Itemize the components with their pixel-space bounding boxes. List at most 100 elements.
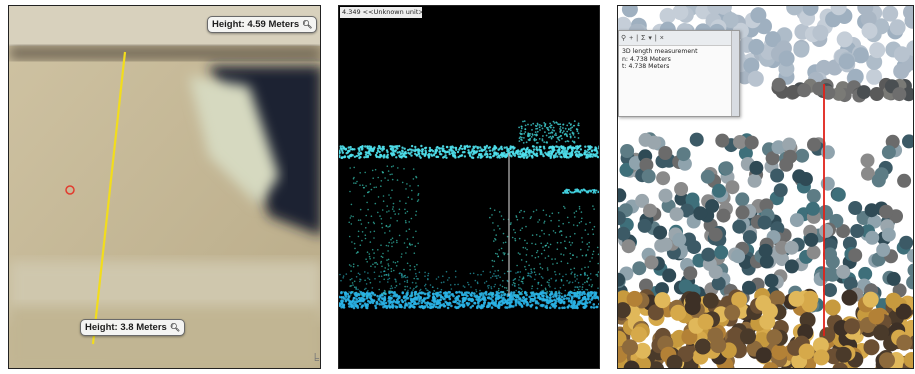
cloud-point: [519, 253, 521, 255]
cloud-point: [358, 302, 362, 306]
cloud-point: [349, 278, 352, 281]
cloud-point: [687, 240, 702, 255]
cloud-point: [353, 286, 356, 289]
cloud-point: [428, 291, 431, 294]
cloud-point: [448, 277, 450, 279]
cloud-point: [387, 299, 390, 303]
cloud-point: [380, 255, 383, 258]
cloud-point: [561, 131, 564, 134]
cloud-point: [559, 131, 562, 133]
cloud-point: [361, 304, 365, 307]
magnifier-icon[interactable]: 🔍︎: [169, 323, 180, 332]
cloud-point: [412, 236, 414, 239]
cloud-point: [471, 304, 474, 308]
cloud-point: [587, 277, 590, 279]
cloud-point: [564, 127, 567, 130]
cloud-point: [861, 166, 875, 181]
cloud-point: [591, 155, 594, 158]
cloud-point: [450, 304, 453, 308]
cloud-point: [434, 151, 437, 155]
cloud-point: [340, 291, 343, 294]
bottom-height-label[interactable]: Height: 3.8 Meters 🔍︎: [80, 319, 185, 336]
cloud-point: [510, 297, 513, 301]
cloud-point: [381, 209, 384, 211]
sum-icon[interactable]: Σ: [641, 34, 646, 42]
cloud-point: [588, 155, 592, 158]
cloud-point: [486, 285, 489, 287]
cloud-point: [352, 291, 354, 293]
cloud-point: [353, 280, 356, 283]
cloud-point: [537, 302, 540, 305]
top-height-label[interactable]: Height: 4.59 Meters 🔍︎: [207, 16, 318, 33]
cloud-point: [474, 293, 476, 295]
cloud-point: [802, 6, 819, 16]
cloud-point: [395, 265, 398, 267]
cloud-point: [515, 272, 517, 274]
cloud-point: [454, 156, 457, 159]
cloud-point: [348, 305, 351, 308]
cloud-point: [576, 256, 578, 258]
cloud-point: [572, 224, 575, 226]
cloud-point: [442, 297, 445, 300]
cloud-point: [349, 285, 351, 287]
cloud-point: [416, 293, 418, 295]
cloud-point: [598, 298, 599, 301]
cloud-point: [586, 293, 589, 297]
cloud-point: [513, 229, 515, 231]
window-scrollbar[interactable]: [731, 31, 739, 116]
cloud-point: [371, 169, 374, 172]
cloud-point: [758, 243, 773, 258]
add-icon[interactable]: +: [629, 34, 634, 42]
cloud-point: [525, 268, 527, 271]
cloud-point: [438, 306, 441, 309]
cloud-point: [581, 189, 584, 192]
cloud-point: [385, 156, 388, 159]
cloud-point: [403, 242, 406, 244]
cloud-point: [502, 280, 504, 282]
cloud-point: [546, 154, 550, 157]
cloud-point: [599, 302, 600, 305]
cloud-point: [764, 273, 779, 288]
cloud-point: [557, 136, 560, 139]
resize-grip-icon[interactable]: ╘: [311, 354, 319, 366]
cloud-point: [350, 215, 352, 217]
cloud-point: [590, 285, 593, 288]
cloud-point: [520, 148, 523, 151]
cloud-point: [598, 302, 599, 306]
cloud-point: [505, 154, 509, 157]
path-icon[interactable]: ⚲: [621, 35, 627, 42]
close-icon[interactable]: ×: [659, 34, 664, 42]
cloud-point: [525, 147, 529, 151]
cloud-point: [357, 272, 360, 275]
cloud-point: [414, 245, 417, 247]
cloud-point: [524, 239, 526, 242]
cloud-point: [715, 133, 730, 148]
cloud-point: [733, 135, 747, 149]
cloud-point: [580, 211, 583, 213]
cloud-point: [552, 126, 555, 129]
cloud-point: [457, 155, 460, 159]
cloud-point: [367, 191, 369, 194]
cloud-point: [577, 288, 580, 291]
cloud-point: [497, 269, 499, 272]
cloud-point: [490, 301, 493, 305]
cloud-point: [658, 237, 673, 252]
cloud-point: [592, 250, 595, 253]
cloud-point: [339, 304, 341, 307]
cloud-point: [548, 152, 551, 155]
cloud-point: [583, 189, 586, 192]
cloud-point: [494, 237, 496, 240]
cloud-point: [427, 272, 430, 275]
cloud-point: [341, 149, 344, 152]
cloud-point: [566, 262, 569, 265]
cloud-point: [390, 290, 392, 292]
cloud-point: [359, 155, 362, 159]
magnifier-icon[interactable]: 🔍︎: [302, 20, 313, 29]
cloud-point: [524, 290, 527, 294]
measurement-window[interactable]: ⚲ + | Σ ▾ | × 3D length measurement n: 4…: [618, 30, 740, 117]
dropdown-icon[interactable]: ▾: [648, 35, 652, 42]
cloud-point: [365, 287, 367, 290]
cloud-point: [868, 308, 885, 325]
cloud-point: [544, 287, 547, 290]
cloud-point: [368, 190, 370, 193]
